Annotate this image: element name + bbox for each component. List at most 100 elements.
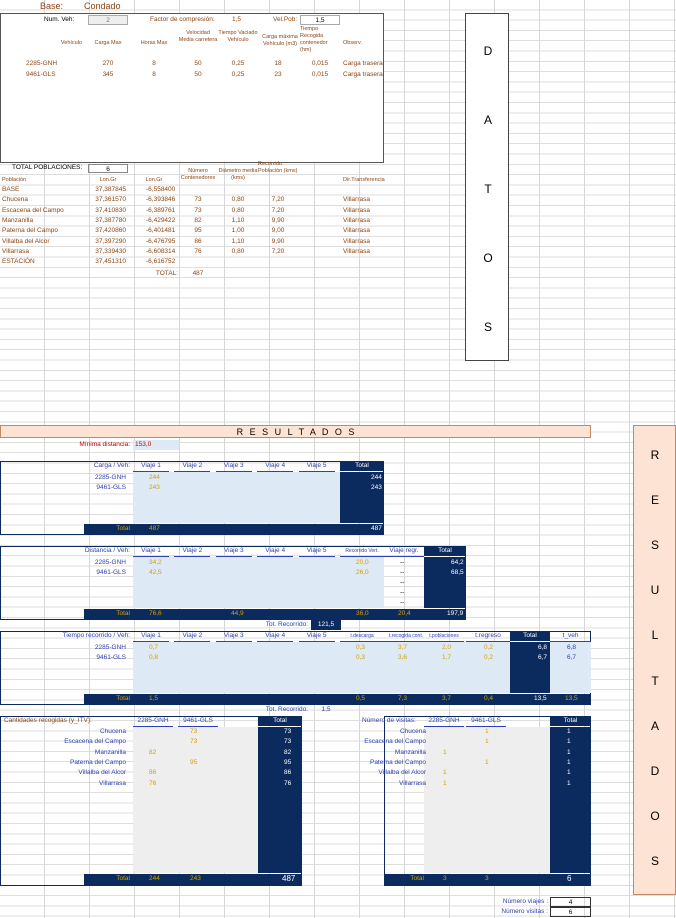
cant-row-name: Manzanilla <box>94 748 126 756</box>
pob-lat[interactable]: 37,397290 <box>95 237 126 245</box>
dist-sum-v3: 44,9 <box>231 610 244 617</box>
cant-row-name: Escacena del Campo <box>64 738 126 746</box>
tiempo-sum-row <box>84 694 591 704</box>
carga-viaje-header: Viaje 3 <box>215 461 252 472</box>
pob-lat[interactable]: 37,387780 <box>95 216 126 224</box>
dist-sum-rec: 36,0 <box>356 610 369 617</box>
visitas-row-total: 1 <box>567 748 571 756</box>
tiempo-viaje-header: Viaje 2 <box>174 631 211 642</box>
tiempo-sum-e4: 0,4 <box>484 695 494 702</box>
visitas-row-v2: 1 <box>485 728 489 735</box>
pob-lon[interactable]: -6,558400 <box>146 186 176 193</box>
pob-lat[interactable]: 37,339430 <box>95 247 126 255</box>
factor-value[interactable]: 1,5 <box>232 16 242 23</box>
pob-name: Chucena <box>2 196 29 204</box>
pob-contenedores[interactable]: 73 <box>194 206 202 214</box>
dist-sum-regr: 20,4 <box>398 610 411 617</box>
dist-viaje-header: Viaje 3 <box>215 546 252 557</box>
pob-diametro[interactable]: 1,10 <box>231 237 245 245</box>
cant-row-name: Villalba del Alcor <box>78 769 126 777</box>
pob-diametro[interactable]: 1,00 <box>231 227 245 235</box>
pob-lat[interactable]: 37,387845 <box>95 186 126 193</box>
cant-col-1: 2285-GNH <box>133 716 173 727</box>
min-dist-value[interactable]: 153,0 <box>133 440 179 450</box>
num-veh-input[interactable]: 2 <box>88 15 128 25</box>
pob-recorrido[interactable]: 9,90 <box>271 237 285 245</box>
dist-tot-rec-label: Tot. Recorrido: <box>265 621 308 628</box>
pob-contenedores[interactable]: 95 <box>194 227 202 235</box>
pob-name: Villarrasa <box>2 247 29 255</box>
pob-recorrido[interactable]: 9,90 <box>271 216 285 224</box>
title-letter: L <box>651 628 659 643</box>
pob-diametro[interactable]: 1,10 <box>231 216 245 224</box>
pob-contenedores[interactable]: 82 <box>194 216 202 224</box>
base-value[interactable]: Condado <box>84 1 121 11</box>
pob-lat[interactable]: 37,410830 <box>95 206 126 214</box>
title-letter: S <box>650 538 659 553</box>
visitas-row-name: Chucena <box>399 728 426 735</box>
dist-dash: -- <box>400 589 405 596</box>
tiempo-tot-rec-label: Tot. Recorrido: <box>265 706 308 713</box>
visitas-row-total: 1 <box>567 769 571 777</box>
pob-dir[interactable]: Villarrasa <box>343 227 370 235</box>
pob-lon[interactable]: -6,616752 <box>146 258 176 266</box>
pob-dir[interactable]: Villarrasa <box>343 237 370 245</box>
pob-lon[interactable]: -6,401481 <box>146 227 176 235</box>
pob-lon[interactable]: -6,389761 <box>146 206 176 214</box>
pob-lat[interactable]: 37,420860 <box>95 227 126 235</box>
pob-name: Paterna del Campo <box>2 227 59 235</box>
pob-recorrido[interactable]: 7,20 <box>271 206 285 214</box>
num-viajes-label: Número viajes : <box>502 898 548 905</box>
visitas-row-total: 1 <box>567 758 571 766</box>
pob-dir[interactable]: Villarrasa <box>343 196 370 204</box>
dist-total-col <box>424 557 466 608</box>
carga-sum-row <box>84 524 384 534</box>
pob-lat[interactable]: 37,361570 <box>95 196 126 204</box>
total-poblaciones-value[interactable]: 6 <box>88 164 128 173</box>
pob-lon[interactable]: -6,393846 <box>146 196 176 204</box>
tiempo-sum-tveh: 13,5 <box>565 695 578 702</box>
pob-name: Manzanilla <box>2 216 34 224</box>
pob-recorrido[interactable]: 7,20 <box>271 247 285 255</box>
pob-diametro[interactable]: 0,80 <box>231 247 245 255</box>
pob-recorrido[interactable]: 9,00 <box>271 227 285 235</box>
dist-rec-col <box>340 557 384 608</box>
pob-lon[interactable]: -6,608314 <box>146 247 176 255</box>
pob-dir[interactable]: Villarrasa <box>343 206 370 214</box>
tiempo-extra-body <box>340 642 510 693</box>
tiempo-label: Tiempo recorrido / Veh: <box>62 632 130 639</box>
cant-row-v2: 95 <box>190 758 198 766</box>
pob-dir[interactable]: Villarrasa <box>343 247 370 255</box>
pob-diametro[interactable]: 0,80 <box>231 196 245 204</box>
visitas-sum-total: 6 <box>567 874 572 883</box>
pob-contenedores[interactable]: 86 <box>194 237 202 245</box>
pob-diametro[interactable]: 0,80 <box>231 206 245 214</box>
velpob-input[interactable]: 1,5 <box>300 15 340 25</box>
datos-panel <box>0 13 384 163</box>
visitas-row-name: Paterna del Campo <box>369 758 426 766</box>
base-label: Base: <box>40 1 64 11</box>
pob-contenedores[interactable]: 76 <box>194 247 202 255</box>
carga-viaje-header: Viaje 1 <box>133 461 169 472</box>
pob-recorrido[interactable]: 7,20 <box>271 196 285 204</box>
pob-lon[interactable]: -6,429422 <box>146 216 176 224</box>
title-letter: T <box>484 182 492 196</box>
title-letter: D <box>483 44 493 58</box>
cant-row-v1: 76 <box>149 779 157 787</box>
tiempo-viaje-header: Viaje 1 <box>133 631 169 642</box>
dist-body <box>133 557 340 608</box>
cant-row-total: 76 <box>284 779 292 787</box>
pob-contenedores[interactable]: 73 <box>194 196 202 204</box>
dist-label: Distancia / Veh: <box>84 547 130 554</box>
num-visitas-label: Número visitas : <box>501 908 548 915</box>
pob-dir[interactable]: Villarrasa <box>343 216 370 224</box>
pob-lon[interactable]: -6,476795 <box>146 237 176 245</box>
visitas-row-total: 1 <box>567 738 571 746</box>
tiempo-extra-4: t.regreso <box>466 631 510 642</box>
tiempo-extra-3: t.poblaciones <box>424 631 464 642</box>
visitas-row-name: Escacena del Campo <box>364 738 426 746</box>
hdr-diametro: Diámetro media (kms) <box>218 168 258 181</box>
pob-lat[interactable]: 37,451310 <box>95 258 126 266</box>
visitas-row-name: Villarrasa <box>399 779 426 787</box>
pob-name: Escacena del Campo <box>2 206 64 214</box>
